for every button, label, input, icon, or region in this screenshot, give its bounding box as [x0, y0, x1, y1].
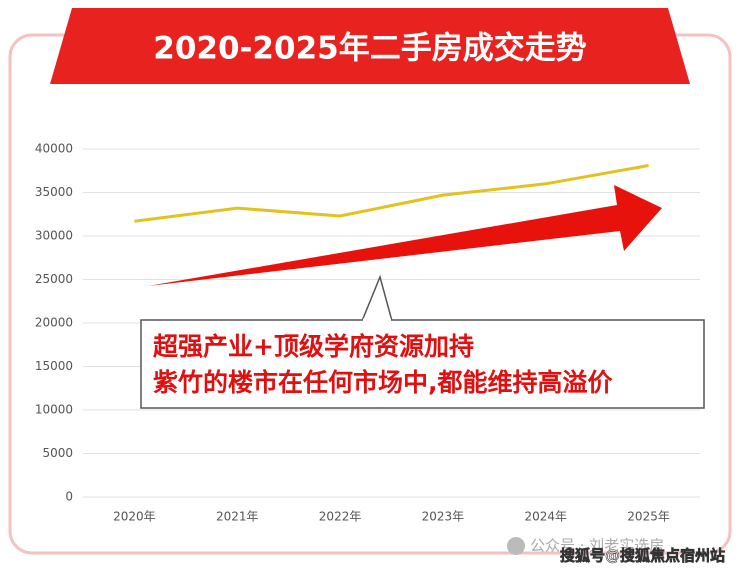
- card: [8, 33, 732, 555]
- x-tick-label: 2023年: [422, 510, 465, 524]
- x-tick-label: 2022年: [319, 510, 362, 524]
- x-tick-label: 2020年: [113, 510, 156, 524]
- trend-arrow: [148, 185, 662, 286]
- watermark: 公众号 · 刘老实选房: [530, 537, 664, 555]
- annotation: 紫竹的楼市在任何市场中,都能维持高溢价: [153, 368, 613, 397]
- watermark: 搜狐号@搜狐焦点宿州站: [560, 547, 725, 565]
- y-tick-label: 5000: [42, 446, 73, 460]
- y-tick-label: 0: [65, 490, 73, 504]
- x-tick-label: 2021年: [216, 510, 259, 524]
- y-tick-label: 40000: [35, 142, 73, 156]
- y-tick-label: 10000: [35, 403, 73, 417]
- y-tick-label: 15000: [35, 359, 73, 373]
- y-tick-label: 20000: [35, 316, 73, 330]
- x-tick-label: 2024年: [524, 510, 567, 524]
- data-line: [134, 164, 649, 223]
- y-tick-label: 35000: [35, 185, 73, 199]
- y-tick-label: 30000: [35, 229, 73, 243]
- title-banner: [50, 8, 690, 84]
- annotation: 超强产业+顶级学府资源加持: [153, 332, 474, 361]
- chart-title: 2020-2025年二手房成交走势: [153, 31, 586, 67]
- callout-box: [140, 319, 705, 409]
- watermark-icon: [507, 537, 525, 555]
- x-tick-label: 2025年: [627, 510, 670, 524]
- y-tick-label: 25000: [35, 272, 73, 286]
